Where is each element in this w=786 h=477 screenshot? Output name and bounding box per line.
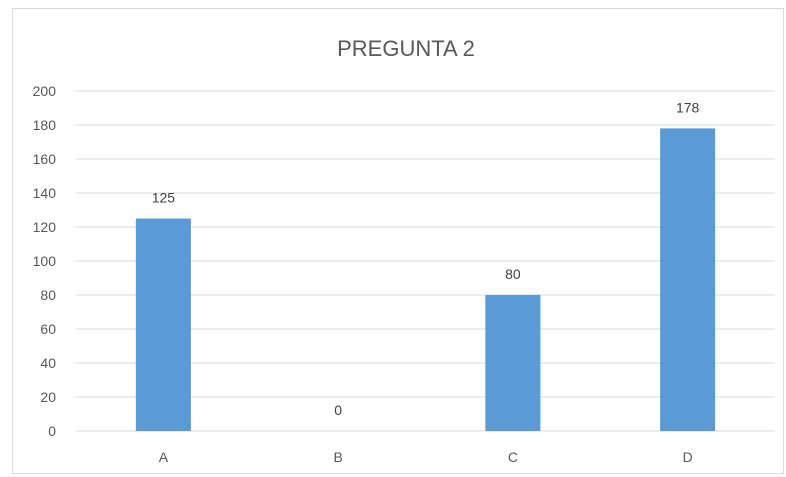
x-axis-ticks: A B C D xyxy=(159,449,693,465)
y-tick-label: 20 xyxy=(40,389,56,405)
bar-d xyxy=(660,128,716,431)
bar-a xyxy=(135,218,191,431)
y-tick-label: 120 xyxy=(33,219,57,235)
data-labels: 125 0 80 178 xyxy=(152,99,700,418)
data-label-b: 0 xyxy=(334,402,342,418)
y-axis-ticks: 0 20 40 60 80 100 120 140 160 180 200 xyxy=(33,83,57,439)
y-tick-label: 160 xyxy=(33,151,57,167)
x-tick-label-d: D xyxy=(683,449,693,465)
data-label-a: 125 xyxy=(152,190,176,206)
x-tick-label-b: B xyxy=(333,449,342,465)
bars xyxy=(135,128,716,431)
gridlines xyxy=(76,90,775,432)
y-tick-label: 140 xyxy=(33,185,57,201)
x-tick-label-a: A xyxy=(159,449,169,465)
bar-c xyxy=(485,295,541,431)
y-tick-label: 60 xyxy=(40,321,56,337)
data-label-d: 178 xyxy=(676,99,700,115)
data-label-c: 80 xyxy=(505,266,521,282)
x-tick-label-c: C xyxy=(508,449,518,465)
y-tick-label: 40 xyxy=(40,355,56,371)
y-tick-label: 200 xyxy=(33,83,57,99)
y-tick-label: 100 xyxy=(33,253,57,269)
y-tick-label: 80 xyxy=(40,287,56,303)
chart-title: PREGUNTA 2 xyxy=(337,36,475,61)
y-tick-label: 0 xyxy=(48,423,56,439)
y-tick-label: 180 xyxy=(33,117,57,133)
